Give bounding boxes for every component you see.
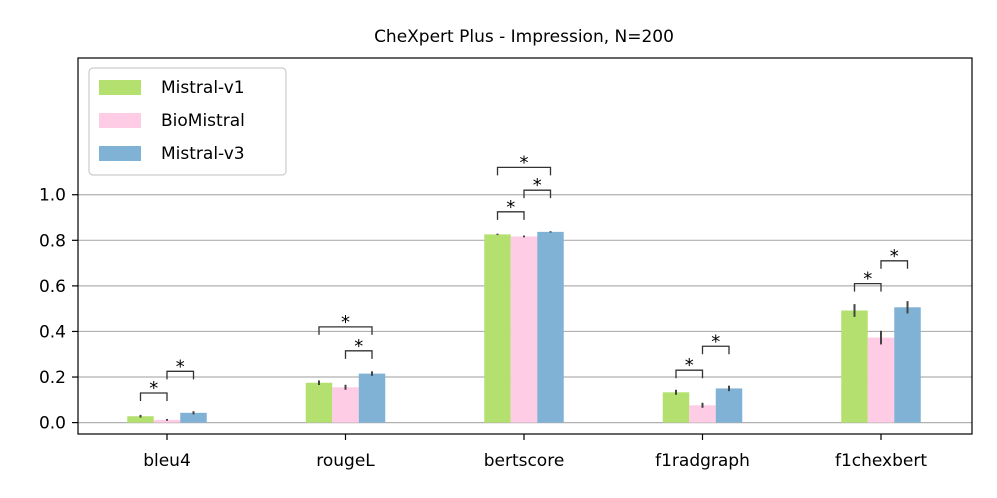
x-axis: bleu4 rougeL bertscore f1radgraph f1chexbert bbox=[143, 434, 927, 471]
y-tick-label-3: 0.6 bbox=[39, 277, 66, 297]
significance-star-5: * bbox=[533, 175, 542, 196]
legend-label-Mistral-v1: Mistral-v1 bbox=[161, 78, 245, 98]
significance-star-6: * bbox=[520, 152, 529, 173]
significance-bracket-8 bbox=[701, 345, 730, 355]
x-tick-label-f1radgraph: f1radgraph bbox=[655, 451, 750, 471]
error-bars bbox=[139, 231, 909, 421]
significance-star-9: * bbox=[863, 269, 872, 290]
significance-brackets: *********** bbox=[139, 152, 909, 401]
significance-star-1: * bbox=[176, 356, 185, 377]
legend-swatch-BioMistral bbox=[99, 113, 141, 128]
significance-bracket-1 bbox=[166, 370, 195, 380]
legend-label-BioMistral: BioMistral bbox=[161, 111, 245, 131]
legend-swatch-Mistral-v1 bbox=[99, 80, 141, 95]
significance-star-7: * bbox=[685, 355, 694, 376]
bar-BioMistral-f1chexbert bbox=[867, 337, 895, 423]
legend-swatch-Mistral-v3 bbox=[99, 146, 141, 161]
bar-Mistral-v3-f1radgraph bbox=[715, 388, 743, 423]
x-tick-label-bleu4: bleu4 bbox=[143, 451, 191, 471]
x-tick-label-bertscore: bertscore bbox=[484, 451, 565, 471]
bar-Mistral-v3-bleu4 bbox=[180, 412, 207, 423]
y-tick-label-0: 0.0 bbox=[39, 414, 66, 434]
significance-bracket-2 bbox=[344, 350, 373, 359]
bar-BioMistral-f1radgraph bbox=[689, 405, 716, 423]
significance-bracket-10 bbox=[880, 260, 909, 269]
x-tick-label-f1chexbert: f1chexbert bbox=[835, 451, 927, 471]
bar-BioMistral-rougeL bbox=[332, 387, 359, 423]
y-tick-label-4: 0.8 bbox=[39, 231, 66, 251]
significance-star-0: * bbox=[149, 378, 158, 399]
bar-BioMistral-bleu4 bbox=[153, 419, 181, 423]
significance-bracket-4 bbox=[496, 211, 525, 220]
legend-label-Mistral-v3: Mistral-v3 bbox=[161, 144, 245, 164]
significance-star-10: * bbox=[890, 246, 899, 267]
bar-Mistral-v1-f1radgraph bbox=[662, 392, 690, 423]
y-tick-label-5: 1.0 bbox=[39, 186, 66, 206]
bars bbox=[127, 231, 921, 423]
significance-bracket-0 bbox=[139, 392, 168, 401]
bar-Mistral-v1-rougeL bbox=[305, 382, 333, 423]
bar-Mistral-v3-f1chexbert bbox=[894, 307, 921, 423]
significance-bracket-9 bbox=[853, 282, 882, 292]
bar-Mistral-v1-f1chexbert bbox=[841, 310, 868, 423]
significance-star-3: * bbox=[341, 312, 350, 333]
plot-frame bbox=[77, 57, 973, 435]
significance-star-2: * bbox=[354, 336, 363, 357]
x-tick-label-rougeL: rougeL bbox=[316, 451, 375, 471]
bar-BioMistral-bertscore bbox=[510, 236, 538, 423]
legend: Mistral-v1 BioMistral Mistral-v3 bbox=[88, 67, 287, 176]
y-tick-label-1: 0.2 bbox=[39, 368, 66, 388]
significance-star-8: * bbox=[711, 331, 720, 352]
significance-star-4: * bbox=[506, 197, 515, 218]
bar-Mistral-v1-bertscore bbox=[484, 234, 511, 423]
y-axis: 0.0 0.2 0.4 0.6 0.8 1.0 bbox=[39, 186, 78, 434]
bar-Mistral-v3-bertscore bbox=[537, 231, 564, 423]
y-tick-label-2: 0.4 bbox=[39, 322, 66, 342]
chart-title: CheXpert Plus - Impression, N=200 bbox=[374, 27, 674, 47]
significance-bracket-5 bbox=[523, 189, 552, 199]
bar-Mistral-v1-bleu4 bbox=[127, 416, 154, 423]
bar-Mistral-v3-rougeL bbox=[358, 373, 386, 423]
significance-bracket-6 bbox=[496, 166, 552, 176]
significance-bracket-3 bbox=[318, 326, 373, 335]
significance-bracket-7 bbox=[675, 369, 704, 379]
